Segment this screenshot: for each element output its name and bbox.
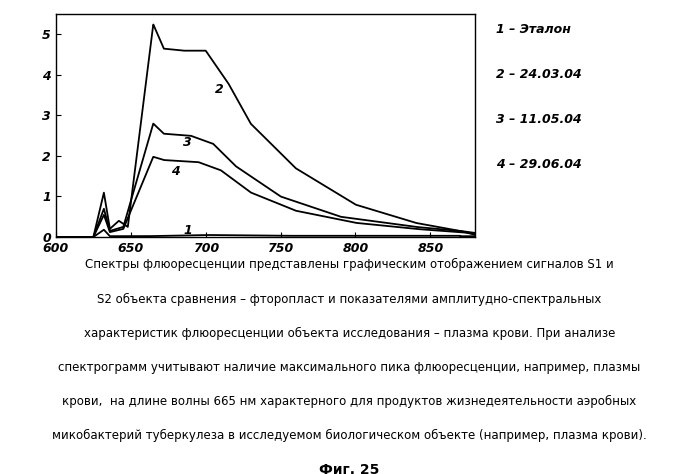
Text: микобактерий туберкулеза в исследуемом биологическом объекте (например, плазма к: микобактерий туберкулеза в исследуемом б…	[52, 429, 647, 442]
Text: 4 – 29.06.04: 4 – 29.06.04	[496, 158, 582, 171]
Text: 2 – 24.03.04: 2 – 24.03.04	[496, 68, 582, 81]
Text: Спектры флюоресценции представлены графическим отображением сигналов S1 и: Спектры флюоресценции представлены графи…	[85, 258, 614, 272]
Text: характеристик флюоресценции объекта исследования – плазма крови. При анализе: характеристик флюоресценции объекта иссл…	[84, 327, 615, 340]
Text: Фиг. 25: Фиг. 25	[319, 463, 380, 474]
Text: 1 – Эталон: 1 – Эталон	[496, 23, 571, 36]
Text: спектрограмм учитывают наличие максимального пика флюоресценции, например, плазм: спектрограмм учитывают наличие максималь…	[59, 361, 640, 374]
Text: 3: 3	[183, 136, 192, 149]
Text: крови,  на длине волны 665 нм характерного для продуктов жизнедеятельности аэроб: крови, на длине волны 665 нм характерног…	[62, 395, 637, 408]
Text: S2 объекта сравнения – фторопласт и показателями амплитудно-спектральных: S2 объекта сравнения – фторопласт и пока…	[97, 292, 602, 306]
Text: 2: 2	[215, 83, 224, 96]
Text: 1: 1	[183, 224, 192, 237]
Text: 4: 4	[171, 165, 180, 178]
Text: 3 – 11.05.04: 3 – 11.05.04	[496, 113, 582, 126]
